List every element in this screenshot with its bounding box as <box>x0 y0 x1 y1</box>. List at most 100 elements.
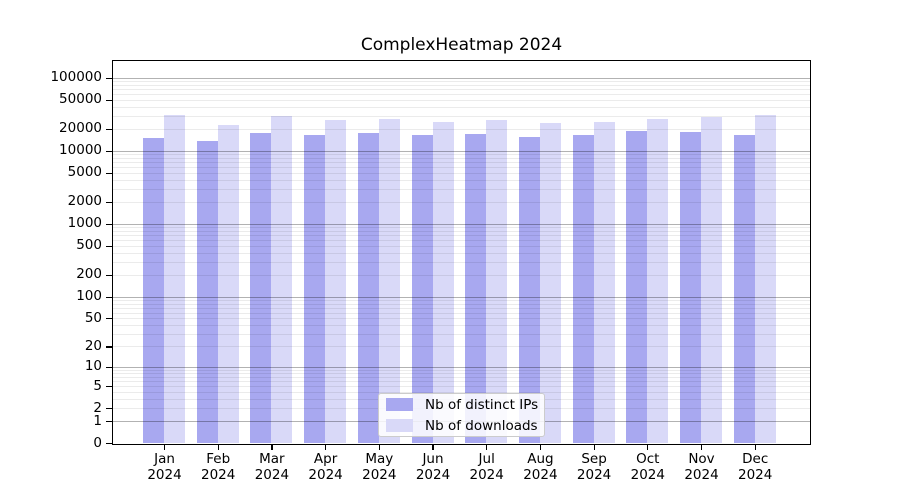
y-tick-label: 10 <box>84 358 102 375</box>
legend-swatch-downloads-icon <box>386 419 413 432</box>
x-tick <box>271 445 273 450</box>
bar-downloads <box>647 119 669 443</box>
x-tick <box>700 445 703 450</box>
minor-gridline <box>113 274 810 276</box>
x-tick-label: May 2024 <box>362 451 397 483</box>
minor-gridline <box>113 346 810 348</box>
x-tick-label: Jul 2024 <box>469 451 504 483</box>
bar-downloads <box>164 114 185 443</box>
x-tick-label: Oct 2024 <box>630 451 665 483</box>
bar-distinct-ips <box>680 132 701 443</box>
y-tick-label: 20000 <box>59 120 102 137</box>
minor-gridline <box>113 162 810 164</box>
minor-gridline <box>113 227 810 229</box>
x-tick <box>593 445 595 450</box>
x-tick <box>539 445 542 450</box>
x-tick-label: Nov 2024 <box>684 451 719 483</box>
x-tick <box>647 445 649 450</box>
y-tick-label: 5 <box>93 377 102 394</box>
minor-gridline <box>113 299 810 301</box>
minor-gridline <box>113 334 810 336</box>
y-tick-label: 50 <box>84 309 102 326</box>
y-tick-label: 500 <box>76 237 102 254</box>
y-tick-label: 2 <box>93 399 102 416</box>
y-tick-label: 20 <box>84 337 102 354</box>
minor-gridline <box>113 172 810 174</box>
x-tick-label: Mar 2024 <box>254 451 290 483</box>
legend: Nb of distinct IPs Nb of downloads <box>378 393 545 437</box>
y-tick-label: 1 <box>93 412 102 429</box>
minor-gridline <box>113 261 810 263</box>
minor-gridline <box>113 240 810 242</box>
minor-gridline <box>113 386 810 388</box>
minor-gridline <box>113 89 810 91</box>
x-tick <box>378 445 380 450</box>
x-tick-label: Jun 2024 <box>415 451 451 483</box>
minor-gridline <box>113 116 810 118</box>
bar-distinct-ips <box>196 140 218 443</box>
minor-gridline <box>113 230 810 232</box>
bar-distinct-ips <box>411 135 433 443</box>
minor-gridline <box>113 157 810 159</box>
bar-distinct-ips <box>626 131 648 443</box>
minor-gridline <box>113 252 810 254</box>
legend-label-downloads: Nb of downloads <box>425 417 538 434</box>
minor-gridline <box>113 167 810 169</box>
bar-downloads <box>486 120 508 443</box>
minor-gridline <box>113 303 810 305</box>
minor-gridline <box>113 369 810 371</box>
y-tick-label: 10000 <box>59 142 102 159</box>
x-tick-label: Dec 2024 <box>738 451 773 483</box>
minor-gridline <box>113 381 810 383</box>
bar-downloads <box>378 118 400 443</box>
minor-gridline <box>113 307 810 309</box>
bar-distinct-ips <box>357 133 379 443</box>
minor-gridline <box>113 94 810 96</box>
minor-gridline <box>113 154 810 156</box>
bar-distinct-ips <box>465 133 487 443</box>
x-tick-label: Sep 2024 <box>576 451 612 483</box>
x-tick <box>432 445 434 450</box>
bar-downloads <box>325 119 347 443</box>
bar-distinct-ips <box>250 133 272 443</box>
x-tick <box>754 445 756 450</box>
minor-gridline <box>113 201 810 203</box>
bar-downloads <box>432 122 454 443</box>
y-tick-label: 1000 <box>67 215 102 232</box>
bar-downloads <box>217 124 239 443</box>
minor-gridline <box>113 245 810 247</box>
minor-gridline <box>113 81 810 83</box>
bar-distinct-ips <box>304 135 326 443</box>
major-gridline <box>113 150 810 152</box>
x-tick <box>163 445 166 450</box>
minor-gridline <box>113 325 810 327</box>
y-tick-label: 100000 <box>50 69 102 86</box>
minor-gridline <box>113 377 810 379</box>
bar-downloads <box>271 116 293 443</box>
major-gridline <box>113 223 810 225</box>
minor-gridline <box>113 189 810 191</box>
x-tick-label: Aug 2024 <box>523 451 558 483</box>
minor-gridline <box>113 106 810 108</box>
plot-area <box>112 60 811 445</box>
legend-label-distinct-ips: Nb of distinct IPs <box>425 396 539 413</box>
minor-gridline <box>113 99 810 101</box>
bar-downloads <box>701 116 722 443</box>
bar-downloads <box>539 123 561 443</box>
x-tick-label: Jan 2024 <box>147 451 182 483</box>
minor-gridline <box>113 84 810 86</box>
x-tick <box>325 445 327 450</box>
y-tick-label: 200 <box>76 266 102 283</box>
minor-gridline <box>113 179 810 181</box>
legend-item-downloads: Nb of downloads <box>386 418 544 434</box>
y-tick-label: 2000 <box>67 193 102 210</box>
y-tick-label: 0 <box>93 434 102 451</box>
minor-gridline <box>113 128 810 130</box>
bar-distinct-ips <box>733 134 755 443</box>
y-tick-label: 50000 <box>59 91 102 108</box>
legend-swatch-distinct-ips-icon <box>386 398 413 411</box>
y-tick-label: 5000 <box>67 164 102 181</box>
minor-gridline <box>113 318 810 320</box>
x-tick <box>217 445 219 450</box>
minor-gridline <box>113 235 810 237</box>
